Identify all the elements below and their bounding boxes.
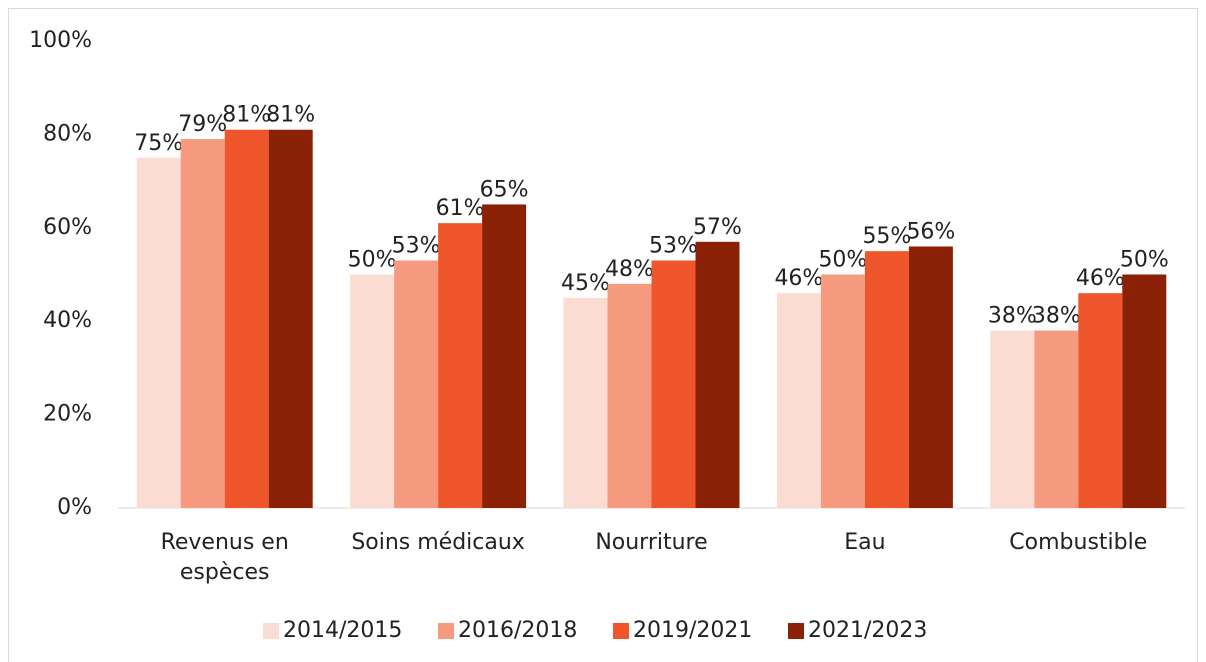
data-label: 55% — [862, 224, 911, 249]
data-label: 56% — [906, 219, 955, 244]
bar — [180, 139, 225, 508]
data-label: 81% — [222, 103, 271, 128]
y-tick-label: 40% — [43, 308, 92, 333]
y-tick-label: 0% — [57, 495, 92, 520]
bar — [908, 246, 953, 509]
data-label: 50% — [818, 248, 867, 273]
data-label: 48% — [605, 257, 654, 282]
bar — [695, 241, 740, 508]
bar — [224, 129, 269, 509]
legend-label: 2016/2018 — [458, 618, 577, 643]
y-tick-label: 20% — [43, 402, 92, 427]
data-label: 79% — [178, 112, 227, 137]
data-label: 81% — [266, 103, 315, 128]
legend-label: 2014/2015 — [283, 618, 402, 643]
data-label: 57% — [693, 215, 742, 240]
data-label: 61% — [436, 196, 485, 221]
data-label: 46% — [774, 266, 823, 291]
bar — [268, 129, 313, 509]
data-label: 65% — [480, 177, 529, 202]
y-tick-label: 100% — [29, 28, 92, 53]
bar — [820, 274, 865, 508]
y-tick-label: 80% — [43, 121, 92, 146]
data-label: 45% — [561, 271, 610, 296]
data-label: 38% — [988, 304, 1037, 329]
data-label: 53% — [392, 233, 441, 258]
x-tick-label: Combustible — [1009, 530, 1148, 555]
data-label: 75% — [134, 131, 183, 156]
x-tick-label: Soins médicaux — [351, 530, 525, 555]
data-label: 53% — [649, 233, 698, 258]
legend-label: 2019/2021 — [633, 618, 752, 643]
bar — [350, 274, 395, 508]
bar — [776, 293, 821, 508]
bar — [394, 260, 439, 508]
bar — [990, 330, 1035, 508]
bar — [864, 251, 909, 508]
bar — [563, 297, 608, 508]
data-label: 50% — [348, 248, 397, 273]
bar — [1034, 330, 1079, 508]
legend-swatch — [613, 623, 629, 639]
bar — [136, 157, 181, 508]
bar — [651, 260, 696, 508]
data-label: 46% — [1076, 266, 1125, 291]
x-tick-label: Nourriture — [595, 530, 708, 555]
bar — [438, 223, 483, 508]
chart-border — [8, 8, 1198, 662]
x-tick-label: Revenus en espèces — [160, 530, 289, 585]
data-label: 50% — [1120, 248, 1169, 273]
bar — [1078, 293, 1123, 508]
data-label: 38% — [1032, 304, 1081, 329]
legend-swatch — [788, 623, 804, 639]
bar — [482, 204, 527, 508]
y-tick-label: 60% — [43, 215, 92, 240]
bar — [1122, 274, 1167, 508]
bar — [607, 283, 652, 508]
legend-swatch — [263, 623, 279, 639]
x-tick-label: Eau — [844, 530, 886, 555]
legend-label: 2021/2023 — [808, 618, 927, 643]
legend-swatch — [438, 623, 454, 639]
